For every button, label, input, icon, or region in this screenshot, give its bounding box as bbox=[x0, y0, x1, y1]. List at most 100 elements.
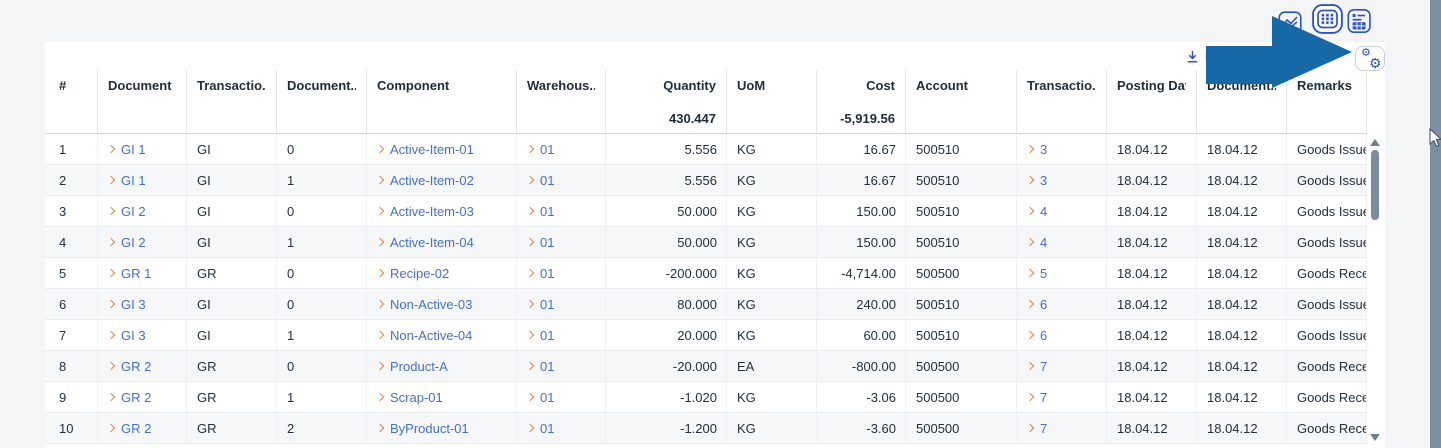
warehouse-link[interactable]: 01 bbox=[540, 327, 555, 343]
transaction-cell: 7 bbox=[1017, 351, 1107, 382]
component-link[interactable]: Active-Item-03 bbox=[390, 203, 474, 219]
transaction-link[interactable]: 3 bbox=[1040, 172, 1048, 188]
chevron-right-icon bbox=[106, 206, 116, 216]
document-link[interactable]: GR 1 bbox=[121, 265, 152, 281]
posting_date-cell: 18.04.12 bbox=[1107, 413, 1197, 444]
document-link[interactable]: GR 2 bbox=[121, 420, 152, 436]
trans_type-cell: GI bbox=[187, 289, 277, 320]
posting_date-cell: 18.04.12 bbox=[1107, 258, 1197, 289]
transaction-link[interactable]: 4 bbox=[1040, 234, 1048, 250]
document_date-cell: 18.04.12 bbox=[1197, 289, 1287, 320]
warehouse-link[interactable]: 01 bbox=[540, 141, 555, 157]
download-button[interactable]: D bbox=[1186, 50, 1214, 63]
transaction-link[interactable]: 7 bbox=[1040, 420, 1048, 436]
document-link[interactable]: GI 1 bbox=[121, 172, 146, 188]
doc_line-cell: 0 bbox=[277, 258, 367, 289]
document-cell: GI 2 bbox=[98, 196, 187, 227]
uom-cell: KG bbox=[727, 320, 817, 351]
grid-icon bbox=[1312, 4, 1343, 34]
chart-view-button[interactable] bbox=[1278, 11, 1302, 35]
column-header-warehouse[interactable]: Warehous... bbox=[517, 70, 606, 134]
component-link[interactable]: ByProduct-01 bbox=[390, 420, 469, 436]
chart-table-view-button[interactable] bbox=[1347, 8, 1372, 34]
transaction-link[interactable]: 5 bbox=[1040, 265, 1048, 281]
component-link[interactable]: Scrap-01 bbox=[390, 389, 443, 405]
component-link[interactable]: Product-A bbox=[390, 358, 448, 374]
chevron-right-icon bbox=[1025, 237, 1035, 247]
document-cell: GR 2 bbox=[98, 413, 187, 444]
chevron-right-icon bbox=[106, 299, 116, 309]
column-header-account[interactable]: Account bbox=[906, 70, 1017, 134]
chevron-right-icon bbox=[106, 144, 116, 154]
warehouse-link[interactable]: 01 bbox=[540, 296, 555, 312]
document-link[interactable]: GI 2 bbox=[121, 234, 146, 250]
warehouse-link[interactable]: 01 bbox=[540, 389, 555, 405]
column-header-document[interactable]: Document bbox=[98, 70, 187, 134]
document-cell: GI 3 bbox=[98, 320, 187, 351]
chevron-right-icon bbox=[525, 144, 535, 154]
remarks-cell: Goods Rece bbox=[1287, 351, 1367, 382]
transaction-cell: 3 bbox=[1017, 134, 1107, 165]
quantity-cell: -1.200 bbox=[606, 413, 727, 444]
scroll-down-arrow-icon[interactable] bbox=[1370, 434, 1380, 441]
uom-cell: EA bbox=[727, 351, 817, 382]
uom-cell: KG bbox=[727, 165, 817, 196]
table-settings-button[interactable]: ⚙ ⚙ bbox=[1355, 46, 1385, 71]
component-link[interactable]: Active-Item-02 bbox=[390, 172, 474, 188]
scroll-up-arrow-icon[interactable] bbox=[1370, 139, 1380, 146]
grid-view-button[interactable] bbox=[1312, 4, 1343, 34]
doc_line-cell: 1 bbox=[277, 165, 367, 196]
warehouse-link[interactable]: 01 bbox=[540, 172, 555, 188]
column-header-quantity[interactable]: Quantity 430.447 bbox=[606, 70, 727, 134]
transaction-link[interactable]: 6 bbox=[1040, 296, 1048, 312]
document-link[interactable]: GR 2 bbox=[121, 358, 152, 374]
component-link[interactable]: Recipe-02 bbox=[390, 265, 450, 281]
column-header-label: Cost bbox=[866, 78, 895, 93]
document-link[interactable]: GI 3 bbox=[121, 296, 146, 312]
column-header-posting_date[interactable]: Posting Date bbox=[1107, 70, 1197, 134]
document_date-cell: 18.04.12 bbox=[1197, 382, 1287, 413]
scrollbar-thumb[interactable] bbox=[1371, 150, 1379, 220]
warehouse-cell: 01 bbox=[517, 351, 606, 382]
warehouse-link[interactable]: 01 bbox=[540, 420, 555, 436]
column-header-doc_line[interactable]: Document... bbox=[277, 70, 367, 134]
document-link[interactable]: GR 2 bbox=[121, 389, 152, 405]
warehouse-link[interactable]: 01 bbox=[540, 203, 555, 219]
column-header-component[interactable]: Component bbox=[367, 70, 517, 134]
component-link[interactable]: Active-Item-04 bbox=[390, 234, 474, 250]
cost-cell: -3.60 bbox=[817, 413, 906, 444]
doc_line-cell: 0 bbox=[277, 134, 367, 165]
column-header-num[interactable]: # bbox=[45, 70, 98, 134]
quantity-cell: -1.020 bbox=[606, 382, 727, 413]
chevron-right-icon bbox=[1025, 423, 1035, 433]
document-link[interactable]: GI 2 bbox=[121, 203, 146, 219]
column-header-document_date[interactable]: Document... bbox=[1197, 70, 1287, 134]
column-header-remarks[interactable]: Remarks bbox=[1287, 70, 1367, 134]
column-header-transaction[interactable]: Transactio... bbox=[1017, 70, 1107, 134]
component-link[interactable]: Non-Active-04 bbox=[390, 327, 473, 343]
window-scrollbar[interactable] bbox=[1430, 0, 1441, 448]
document-link[interactable]: GI 1 bbox=[121, 141, 146, 157]
transaction-link[interactable]: 3 bbox=[1040, 141, 1048, 157]
column-header-label: # bbox=[59, 78, 67, 93]
column-header-uom[interactable]: UoM bbox=[727, 70, 817, 134]
column-header-cost[interactable]: Cost -5,919.56 bbox=[817, 70, 906, 134]
component-link[interactable]: Active-Item-01 bbox=[390, 141, 474, 157]
component-link[interactable]: Non-Active-03 bbox=[390, 296, 473, 312]
transaction-link[interactable]: 7 bbox=[1040, 358, 1048, 374]
transaction-link[interactable]: 6 bbox=[1040, 327, 1048, 343]
remarks-cell: Goods Issue bbox=[1287, 196, 1367, 227]
warehouse-link[interactable]: 01 bbox=[540, 358, 555, 374]
column-header-trans_type[interactable]: Transactio... bbox=[187, 70, 277, 134]
transaction-link[interactable]: 4 bbox=[1040, 203, 1048, 219]
document-cell: GI 1 bbox=[98, 134, 187, 165]
account-cell: 500510 bbox=[906, 227, 1017, 258]
cost-cell: 60.00 bbox=[817, 320, 906, 351]
document-link[interactable]: GI 3 bbox=[121, 327, 146, 343]
posting_date-cell: 18.04.12 bbox=[1107, 134, 1197, 165]
warehouse-link[interactable]: 01 bbox=[540, 265, 555, 281]
warehouse-link[interactable]: 01 bbox=[540, 234, 555, 250]
transaction-link[interactable]: 7 bbox=[1040, 389, 1048, 405]
chart-table-icon bbox=[1347, 8, 1371, 33]
table-vertical-scrollbar[interactable] bbox=[1368, 134, 1382, 448]
